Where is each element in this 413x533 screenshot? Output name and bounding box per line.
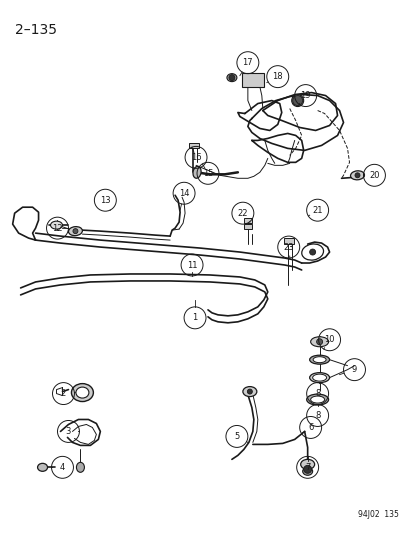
Text: 1: 1 — [192, 313, 197, 322]
Ellipse shape — [242, 386, 256, 397]
Text: 12: 12 — [52, 224, 63, 232]
Circle shape — [228, 75, 234, 80]
Text: 16: 16 — [190, 153, 201, 162]
Ellipse shape — [192, 166, 201, 178]
Text: 22: 22 — [237, 209, 247, 217]
Ellipse shape — [310, 396, 324, 403]
Text: 94J02  135: 94J02 135 — [358, 510, 399, 519]
Ellipse shape — [301, 244, 323, 260]
FancyBboxPatch shape — [243, 218, 251, 223]
Ellipse shape — [71, 384, 93, 401]
Ellipse shape — [309, 355, 329, 364]
Ellipse shape — [312, 374, 326, 381]
Text: 8: 8 — [314, 411, 320, 420]
Text: 14: 14 — [178, 189, 189, 198]
Text: 15: 15 — [202, 169, 213, 178]
Ellipse shape — [76, 387, 89, 398]
Text: 20: 20 — [368, 171, 379, 180]
Text: 2–135: 2–135 — [14, 23, 57, 37]
Text: 6: 6 — [307, 423, 313, 432]
FancyBboxPatch shape — [241, 72, 263, 86]
Ellipse shape — [300, 459, 314, 470]
Ellipse shape — [68, 227, 82, 236]
Circle shape — [247, 389, 252, 394]
Ellipse shape — [291, 94, 303, 107]
Ellipse shape — [350, 171, 363, 180]
Text: 3: 3 — [66, 427, 71, 436]
Text: 11: 11 — [186, 261, 197, 270]
Ellipse shape — [226, 74, 236, 82]
Text: 9: 9 — [351, 365, 356, 374]
Ellipse shape — [312, 357, 325, 362]
Text: 19: 19 — [300, 91, 310, 100]
Text: 2: 2 — [61, 389, 66, 398]
Text: 23: 23 — [283, 243, 293, 252]
Ellipse shape — [50, 221, 62, 229]
Ellipse shape — [309, 373, 329, 383]
Ellipse shape — [302, 467, 312, 475]
FancyBboxPatch shape — [189, 143, 199, 148]
Circle shape — [73, 229, 78, 233]
Circle shape — [354, 173, 359, 178]
Text: 4: 4 — [60, 463, 65, 472]
Circle shape — [309, 249, 315, 255]
Circle shape — [292, 95, 302, 106]
Text: 13: 13 — [100, 196, 110, 205]
Circle shape — [303, 465, 311, 473]
Ellipse shape — [38, 463, 47, 471]
Ellipse shape — [76, 462, 84, 472]
Circle shape — [316, 339, 322, 345]
FancyBboxPatch shape — [243, 224, 251, 229]
Text: 7: 7 — [304, 463, 310, 472]
Ellipse shape — [306, 394, 328, 405]
FancyBboxPatch shape — [283, 238, 293, 244]
Ellipse shape — [310, 337, 328, 347]
Text: 5: 5 — [234, 432, 239, 441]
Text: 18: 18 — [272, 72, 282, 81]
Text: 10: 10 — [323, 335, 334, 344]
Text: 17: 17 — [242, 58, 253, 67]
Text: 21: 21 — [312, 206, 322, 215]
Text: 8: 8 — [314, 389, 320, 398]
